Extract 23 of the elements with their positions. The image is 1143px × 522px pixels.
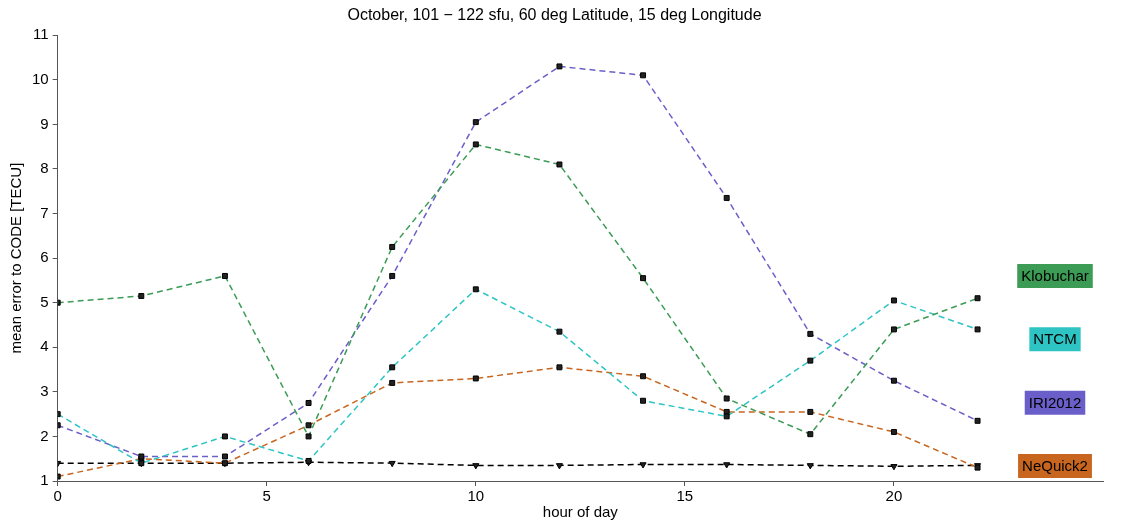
y-tick-label: 8 <box>40 159 49 177</box>
chart-title: October, 101 − 122 sfu, 60 deg Latitude, 15 deg Longitude <box>347 6 762 24</box>
y-tick-label: 1 <box>40 471 49 489</box>
y-tick-label: 2 <box>40 426 49 444</box>
text: IRI2012 <box>1028 393 1082 411</box>
x-tick-label: 20 <box>885 487 903 505</box>
y-axis-title: mean error to CODE [TECU] <box>7 162 25 354</box>
y-tick-label: 3 <box>40 381 49 399</box>
y-tick-label: 11 <box>33 25 49 43</box>
y-tick-label: 4 <box>40 337 49 355</box>
text: Klobuchar <box>1021 267 1089 285</box>
x-tick-label: 15 <box>676 487 694 505</box>
y-tick-label: 5 <box>40 292 49 310</box>
y-tick-label: 9 <box>40 114 49 132</box>
y-tick-label: 7 <box>40 203 49 221</box>
x-axis-title: hour of day <box>542 503 619 521</box>
y-tick-label: 10 <box>32 69 49 87</box>
x-tick-label: 10 <box>467 487 485 505</box>
text: NeQuick2 <box>1022 457 1088 475</box>
x-tick-label: 5 <box>262 487 271 505</box>
x-tick-label: 0 <box>53 487 62 505</box>
text: NTCM <box>1033 330 1077 348</box>
y-tick-label: 6 <box>40 248 49 266</box>
